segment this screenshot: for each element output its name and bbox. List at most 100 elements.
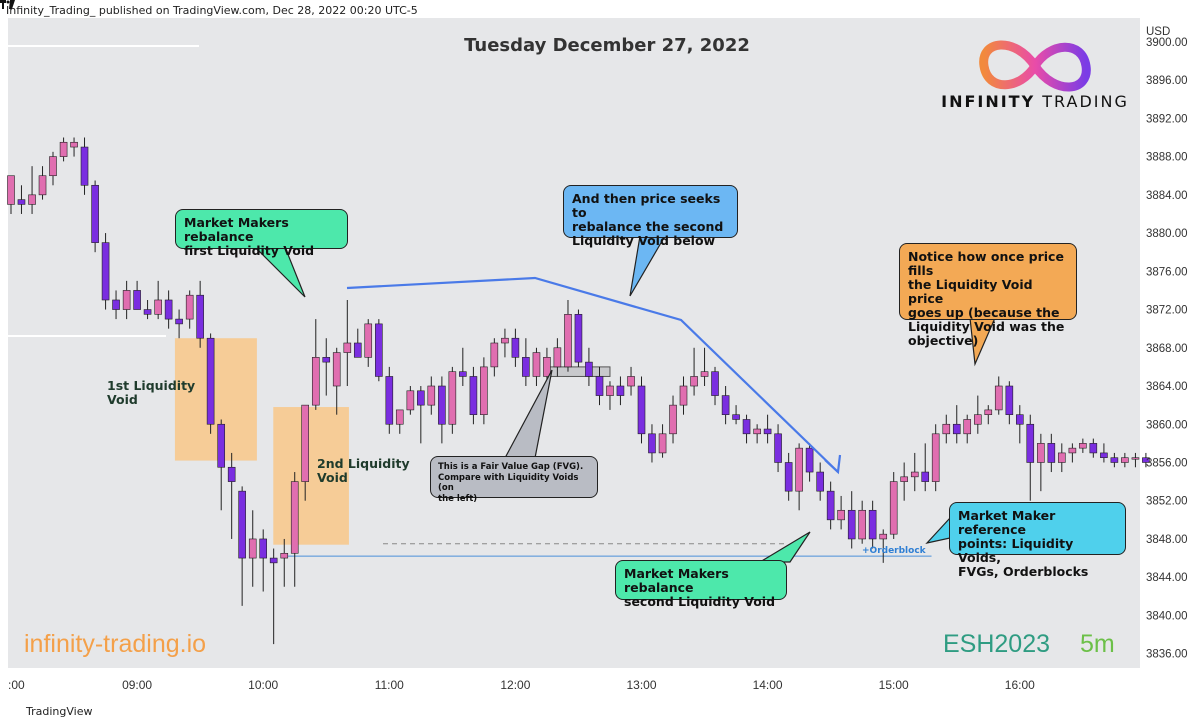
candle-body (879, 533, 888, 540)
candle-body (17, 199, 26, 205)
candle-body (1110, 457, 1119, 463)
liquidity-void-zone (174, 338, 257, 461)
candle-body (480, 366, 488, 415)
candle (1121, 452, 1129, 468)
candle (637, 376, 646, 444)
candle-body (196, 294, 204, 339)
callout-line: Market Makers rebalance (184, 215, 289, 244)
candle-body (501, 337, 509, 344)
candle (101, 233, 110, 310)
price-path-arrow (346, 276, 839, 473)
candle (206, 333, 215, 434)
price-tick-label: 3864.00 (1146, 381, 1188, 393)
candle-body (974, 414, 982, 425)
candle-body (595, 376, 604, 396)
tradingview-icon (0, 0, 15, 9)
callout-line: Notice how once price fills (908, 249, 1064, 278)
callout-line: first Liquidity Void (184, 243, 315, 258)
candle (248, 510, 257, 587)
candle-body (763, 428, 772, 435)
candle-body (1142, 457, 1150, 463)
candle (91, 180, 99, 253)
candle (375, 319, 383, 382)
candle (711, 366, 719, 406)
candle (417, 386, 425, 444)
candle-body (700, 371, 709, 377)
candle-body (984, 409, 993, 415)
candle (784, 452, 793, 501)
callout-notice: Notice how once price fills the Liquidit… (899, 243, 1077, 348)
candle-body (375, 323, 383, 377)
candle-body (910, 471, 919, 478)
chart-title: Tuesday December 27, 2022 (464, 35, 750, 56)
candle (269, 548, 278, 645)
candle-body (469, 376, 478, 415)
candle (868, 500, 877, 549)
timeframe-watermark: 5m (1080, 630, 1115, 658)
website-watermark: infinity-trading.io (24, 630, 206, 658)
candle (795, 443, 803, 511)
callout-line: the Liquidity Void price (908, 277, 1033, 306)
candle-body (1089, 443, 1098, 454)
candle (311, 319, 320, 410)
candle-body (154, 299, 162, 315)
candle-body (417, 390, 425, 406)
candle (1079, 438, 1087, 453)
candle (826, 481, 835, 530)
candle (721, 386, 730, 425)
candle (994, 376, 1003, 415)
void2-label-line: 2nd Liquidity (317, 456, 410, 471)
candle (963, 414, 972, 444)
candle (38, 166, 47, 200)
candle-body (343, 342, 352, 353)
candle (322, 338, 331, 396)
candle (952, 405, 961, 444)
candle-body (91, 184, 99, 243)
candle (280, 538, 289, 587)
candle-body (669, 404, 677, 435)
candle (238, 486, 246, 606)
candle (816, 462, 824, 501)
callout-line: Market Makers rebalance (624, 566, 729, 595)
candle (648, 424, 656, 463)
candle (732, 405, 740, 425)
callout-line: second Liquidity Void (624, 594, 776, 609)
candle (532, 347, 541, 387)
candle-body (868, 509, 877, 540)
callout-line: Liquidity Void was the (908, 319, 1065, 334)
candle-body (38, 175, 47, 196)
callout-line: And then price seeks to (572, 191, 721, 220)
candle (353, 328, 362, 358)
candle (1047, 433, 1056, 473)
candle-body (847, 509, 856, 540)
candle (112, 290, 120, 320)
candle (910, 452, 919, 492)
void1-label: 1st Liquidity Void (107, 379, 195, 407)
price-tick-label: 3868.00 (1146, 343, 1188, 355)
candle-body (1068, 447, 1077, 454)
callout-pointers (253, 235, 996, 563)
candle (931, 424, 940, 492)
candle-body (322, 357, 331, 363)
ticker-watermark: ESH2023 (943, 630, 1050, 658)
candle (501, 328, 509, 358)
candle (290, 472, 299, 587)
orderblock-label: +Orderblock (862, 546, 927, 556)
candle (1131, 452, 1140, 468)
callout-line: the left) (438, 493, 478, 504)
candle-body (1015, 414, 1024, 425)
candle-body (438, 385, 446, 425)
callout-line: rebalance the second (572, 219, 724, 234)
candle-body (70, 141, 78, 148)
candle-body (637, 385, 646, 435)
candle-body (364, 323, 373, 358)
candle (627, 366, 635, 396)
candle-body (900, 476, 908, 482)
candle-body (889, 481, 898, 535)
candle-body (616, 385, 625, 396)
price-tick-label: 3852.00 (1146, 496, 1188, 508)
void1-label-line: Void (107, 392, 138, 407)
candle (1142, 452, 1150, 468)
